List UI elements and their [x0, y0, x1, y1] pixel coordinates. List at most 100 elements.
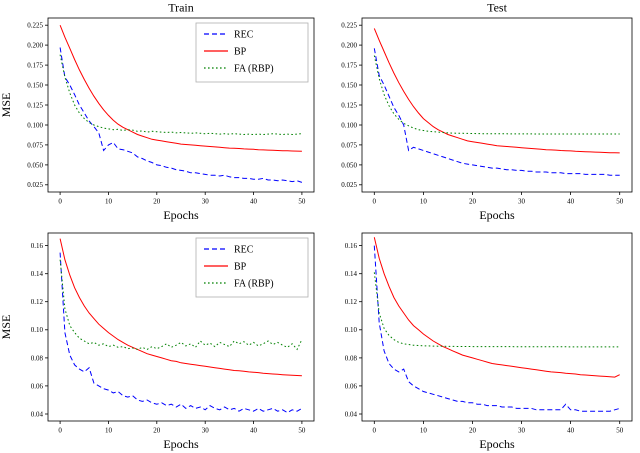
chart-test-top: 0 10 20 30 40 50 0.025 0.050 0.075 0.100 0.125 0.15… — [322, 0, 640, 224]
x-tick-label: 10 — [105, 427, 113, 435]
x-tick-label: 50 — [616, 427, 624, 435]
legend-frame — [195, 237, 309, 298]
series-line-fa-rbp — [373, 55, 620, 135]
y-tick-label: 0.14 — [31, 270, 44, 278]
y-ticks: 0.04 0.06 0.08 0.10 0.12 0.14 0.16 — [345, 242, 362, 418]
series-line-bp — [59, 25, 302, 152]
legend-label-rec: REC — [234, 245, 254, 256]
series-line-bp — [373, 28, 620, 154]
y-tick-label: 0.075 — [341, 141, 357, 149]
y-tick-label: 0.04 — [345, 410, 358, 418]
axes-frame — [47, 232, 315, 422]
y-tick-label: 0.175 — [27, 62, 43, 70]
x-tick-label: 0 — [373, 198, 377, 206]
x-tick-label: 50 — [298, 198, 306, 206]
y-tick-label: 0.08 — [31, 354, 44, 362]
y-tick-label: 0.12 — [31, 298, 44, 306]
y-tick-label: 0.16 — [31, 242, 44, 250]
series-line-rec — [373, 245, 620, 412]
y-tick-label: 0.200 — [27, 42, 43, 50]
y-tick-label: 0.150 — [341, 81, 357, 89]
legend-label-fa-rbp: FA (RBP) — [234, 279, 274, 290]
legend-label-rec: REC — [234, 30, 254, 41]
axes-frame — [361, 232, 633, 422]
y-tick-label: 0.075 — [27, 141, 43, 149]
y-tick-label: 0.200 — [341, 42, 357, 50]
x-tick-label: 40 — [567, 198, 575, 206]
chart-test-bottom: 0 10 20 30 40 50 0.04 0.06 0.08 0.10 0.12 0.14 0.16 E… — [322, 224, 640, 453]
y-tick-label: 0.100 — [341, 121, 357, 129]
y-tick-label: 0.06 — [345, 382, 358, 390]
y-tick-label: 0.12 — [345, 298, 358, 306]
x-tick-label: 20 — [469, 198, 477, 206]
legend: REC BP FA (RBP) — [195, 237, 309, 298]
series-line-bp — [59, 238, 302, 377]
x-tick-label: 50 — [616, 198, 624, 206]
y-axis-label: MSE — [0, 93, 13, 118]
x-tick-label: 20 — [153, 198, 161, 206]
y-tick-label: 0.125 — [27, 101, 43, 109]
legend-label-bp: BP — [234, 47, 247, 58]
y-tick-label: 0.04 — [31, 410, 44, 418]
x-tick-label: 0 — [58, 427, 62, 435]
y-tick-label: 0.225 — [27, 22, 43, 30]
y-tick-label: 0.16 — [345, 242, 358, 250]
x-tick-label: 50 — [298, 427, 306, 435]
y-ticks: 0.025 0.050 0.075 0.100 0.125 0.150 0.175 0.200… — [27, 22, 48, 189]
y-tick-label: 0.100 — [27, 121, 43, 129]
y-tick-label: 0.225 — [341, 22, 357, 30]
x-axis-label: Epochs — [163, 437, 199, 451]
x-ticks: 0 10 20 30 40 50 — [58, 421, 306, 435]
axes-frame — [361, 17, 633, 193]
y-tick-label: 0.14 — [345, 270, 358, 278]
y-tick-label: 0.08 — [345, 354, 358, 362]
x-ticks: 0 10 20 30 40 50 — [373, 192, 624, 206]
chart-svg-train-bottom: 0 10 20 30 40 50 0.04 0.06 0.08 0.10 0.12 0.14 0.16 E… — [0, 232, 315, 451]
chart-svg-train-top: 0 10 20 30 40 50 0.025 0.050 0.075 0.100 0.125 0.15… — [0, 1, 315, 222]
chart-svg-test-bottom: 0 10 20 30 40 50 0.04 0.06 0.08 0.10 0.12 0.14 0.16 E… — [345, 232, 633, 451]
y-tick-label: 0.10 — [345, 326, 358, 334]
y-tick-label: 0.050 — [27, 161, 43, 169]
legend-label-bp: BP — [234, 262, 247, 273]
x-tick-label: 0 — [58, 198, 62, 206]
y-tick-label: 0.050 — [341, 161, 357, 169]
x-tick-label: 10 — [420, 427, 428, 435]
legend-frame — [195, 22, 309, 83]
legend-label-fa-rbp: FA (RBP) — [234, 64, 274, 75]
x-ticks: 0 10 20 30 40 50 — [58, 192, 306, 206]
x-tick-label: 20 — [153, 427, 161, 435]
y-tick-label: 0.025 — [341, 181, 357, 189]
y-tick-label: 0.175 — [341, 62, 357, 70]
y-tick-label: 0.10 — [31, 326, 44, 334]
x-tick-label: 40 — [567, 427, 575, 435]
x-axis-label: Epochs — [163, 208, 199, 222]
series-line-fa-rbp — [373, 272, 620, 348]
series-line-rec — [373, 48, 620, 176]
x-tick-label: 30 — [202, 198, 210, 206]
series-line-rec — [59, 252, 303, 414]
x-tick-label: 40 — [250, 198, 258, 206]
y-ticks: 0.025 0.050 0.075 0.100 0.125 0.150 0.175 0.200… — [341, 22, 362, 189]
x-tick-label: 10 — [420, 198, 428, 206]
series-line-rec — [59, 47, 303, 183]
chart-train-bottom: 0 10 20 30 40 50 0.04 0.06 0.08 0.10 0.12 0.14 0.16 E… — [0, 224, 322, 453]
series-line-fa-rbp — [59, 54, 302, 136]
y-tick-label: 0.025 — [27, 181, 43, 189]
x-tick-label: 30 — [518, 198, 526, 206]
y-ticks: 0.04 0.06 0.08 0.10 0.12 0.14 0.16 — [31, 242, 48, 418]
legend: REC BP FA (RBP) — [195, 22, 309, 83]
x-ticks: 0 10 20 30 40 50 — [373, 421, 624, 435]
x-tick-label: 10 — [105, 198, 113, 206]
y-axis-label: MSE — [0, 315, 13, 340]
y-tick-label: 0.06 — [31, 382, 44, 390]
chart-svg-test-top: 0 10 20 30 40 50 0.025 0.050 0.075 0.100 0.125 0.15… — [341, 1, 633, 222]
x-tick-label: 30 — [202, 427, 210, 435]
series-line-bp — [373, 237, 620, 378]
y-tick-label: 0.125 — [341, 101, 357, 109]
chart-train-top: 0 10 20 30 40 50 0.025 0.050 0.075 0.100 0.125 0.15… — [0, 0, 322, 224]
x-tick-label: 0 — [373, 427, 377, 435]
chart-title: Test — [487, 1, 507, 15]
x-axis-label: Epochs — [479, 208, 515, 222]
x-tick-label: 40 — [250, 427, 258, 435]
chart-title: Train — [168, 1, 194, 15]
